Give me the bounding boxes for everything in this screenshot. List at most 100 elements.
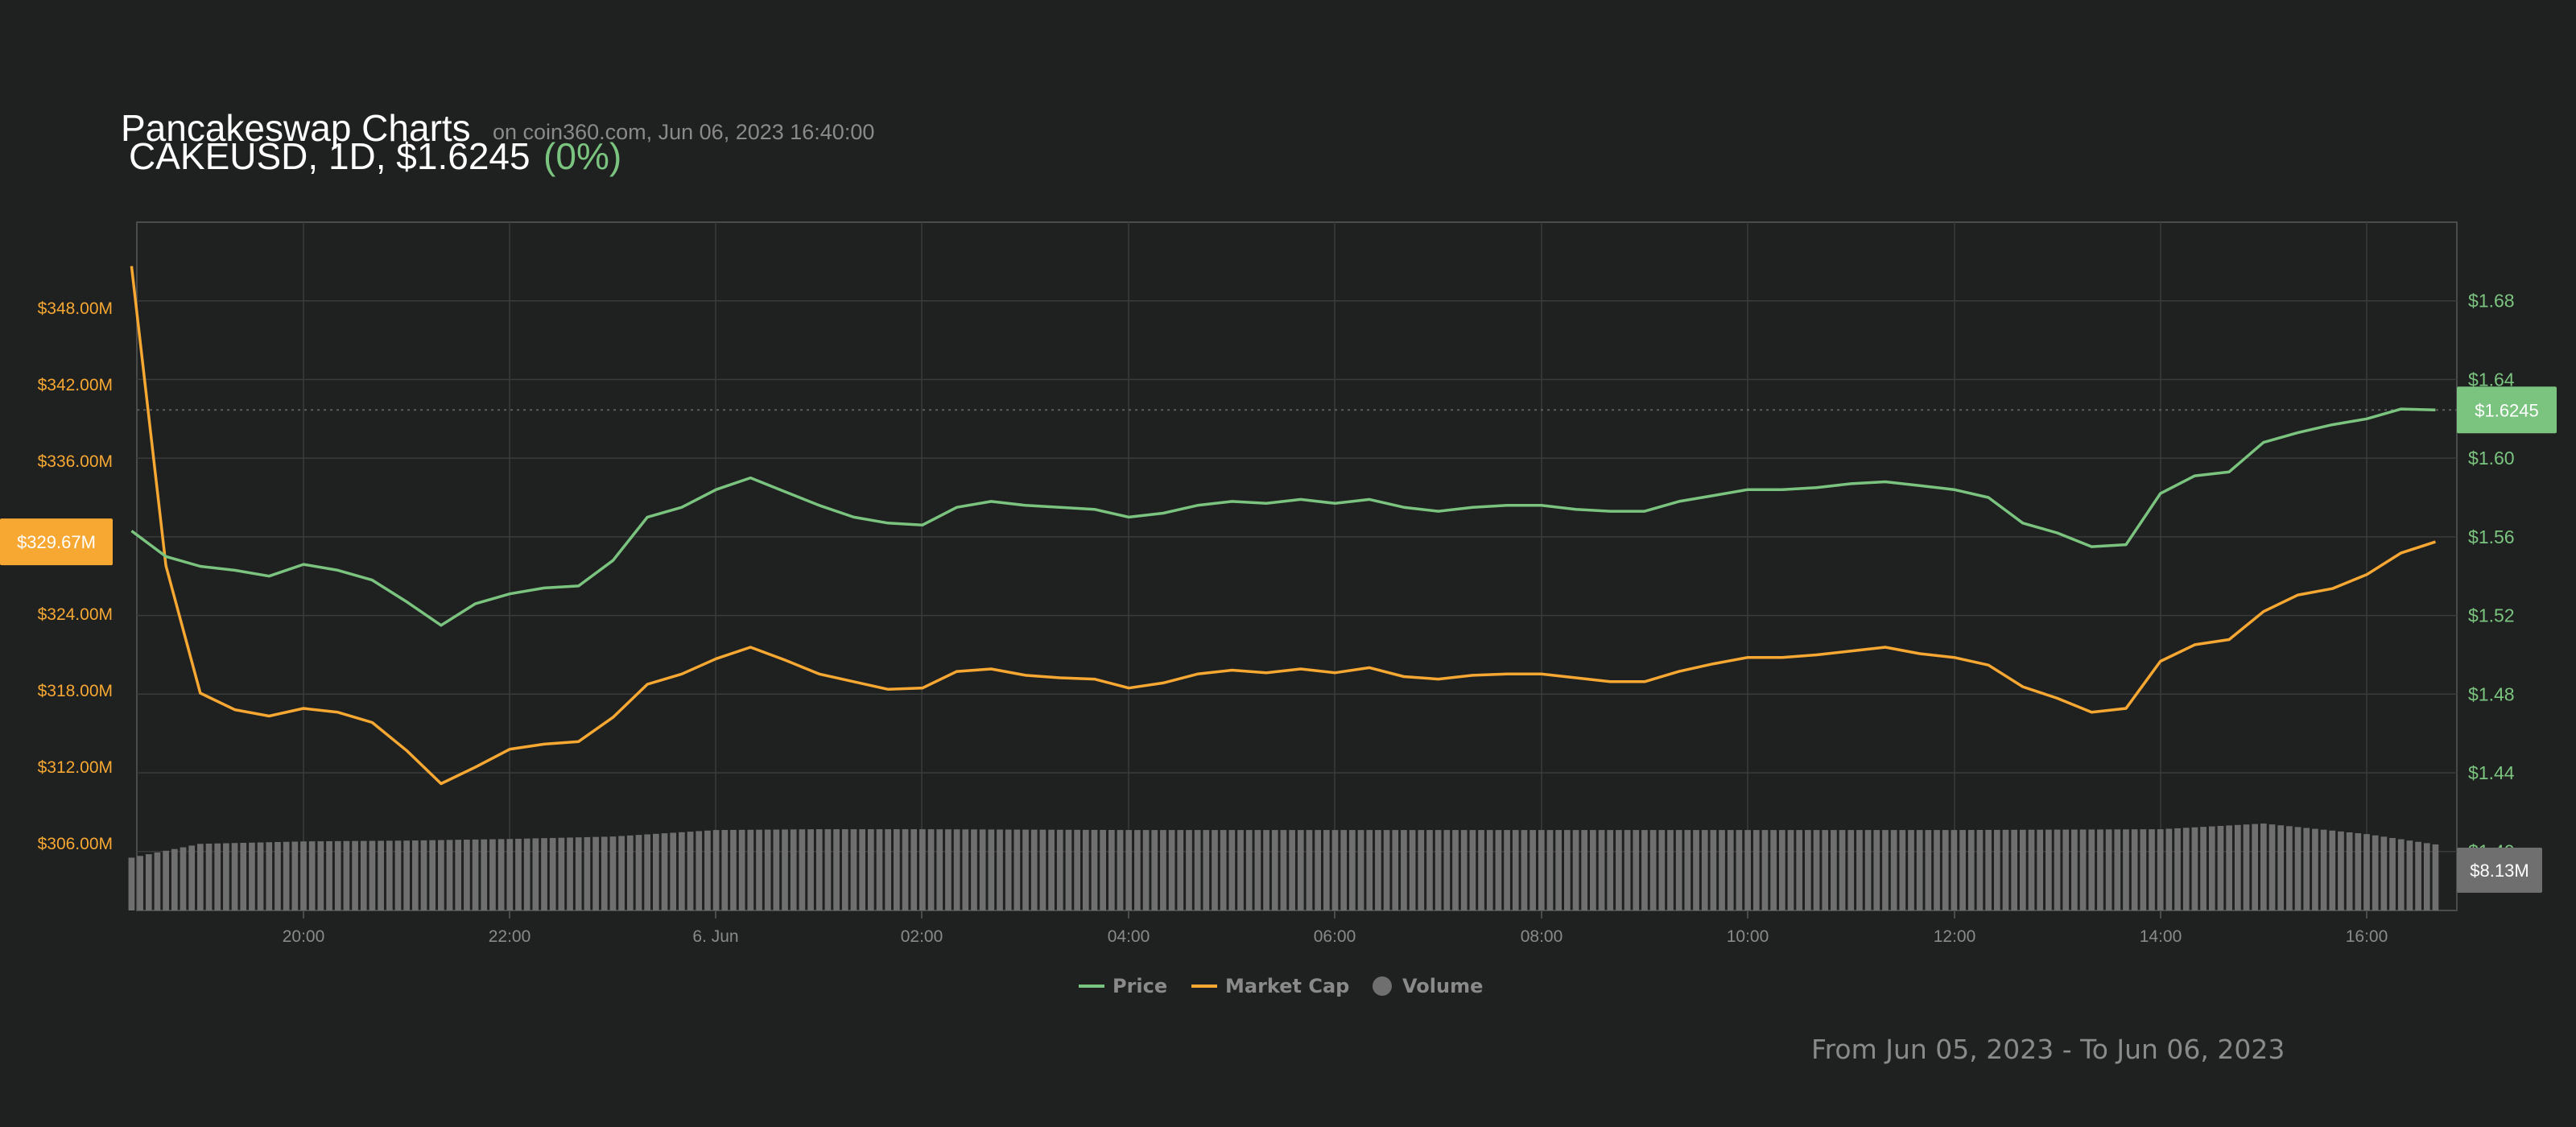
volume-bar	[1418, 830, 1425, 910]
volume-bar	[997, 829, 1003, 910]
volume-bar	[799, 829, 806, 910]
volume-bar	[2165, 828, 2173, 910]
volume-bar	[790, 829, 797, 910]
volume-bar	[1013, 829, 1021, 910]
volume-bar	[867, 829, 874, 910]
volume-bar	[1504, 830, 1510, 910]
line-series	[130, 266, 2436, 786]
volume-bar	[2157, 829, 2164, 910]
volume-bar	[1899, 830, 1906, 910]
volume-bar	[360, 840, 367, 910]
volume-bar	[609, 836, 617, 910]
volume-bar	[1967, 830, 1975, 910]
volume-bar	[1409, 830, 1416, 910]
volume-bar	[231, 843, 238, 910]
volume-bar	[764, 829, 771, 910]
volume-bar	[2028, 829, 2035, 910]
volume-bar	[128, 857, 135, 910]
volume-series	[128, 824, 2439, 910]
volume-bar	[2380, 836, 2388, 910]
volume-bar	[497, 839, 505, 910]
volume-bar	[2286, 826, 2293, 910]
volume-bar	[2105, 829, 2112, 910]
volume-bar	[902, 829, 909, 910]
volume-bar	[885, 829, 892, 910]
volume-bar	[1701, 830, 1708, 910]
volume-bar	[1616, 830, 1622, 910]
volume-bar	[2191, 827, 2198, 910]
volume-bar	[1684, 830, 1691, 910]
volume-bar	[2054, 829, 2061, 910]
volume-bar	[618, 836, 625, 910]
volume-bar	[2260, 824, 2267, 910]
volume-bar	[1658, 830, 1666, 910]
volume-bar	[2363, 834, 2370, 910]
volume-bar	[2140, 829, 2147, 910]
legend-item-volume[interactable]: Volume	[1373, 975, 1483, 997]
volume-bar	[2320, 829, 2327, 910]
legend-item-market-cap[interactable]: Market Cap	[1191, 975, 1349, 997]
volume-bar	[1813, 830, 1820, 910]
current-market-cap-badge-bg	[0, 518, 113, 566]
x-axis-tick-label: 22:00	[489, 927, 531, 946]
volume-bar	[163, 850, 169, 910]
volume-bar	[205, 844, 213, 910]
volume-bar	[1934, 830, 1940, 910]
volume-bar	[1323, 830, 1330, 910]
volume-bar	[489, 839, 496, 910]
chart-legend[interactable]: Price Market Cap Volume	[1079, 975, 1483, 997]
pair-price-text: CAKEUSD, 1D, $1.6245	[129, 135, 530, 177]
volume-bar	[1822, 830, 1829, 910]
left-axis-tick-label: $306.00M	[38, 835, 113, 853]
volume-bar	[2294, 827, 2301, 910]
volume-bar	[1460, 830, 1468, 910]
volume-bar	[1916, 830, 1923, 910]
volume-bar	[2303, 828, 2310, 910]
volume-bar	[979, 829, 986, 910]
volume-bar	[1744, 830, 1751, 910]
volume-bar	[1203, 830, 1210, 910]
volume-bar	[1727, 830, 1734, 910]
volume-bar	[1220, 830, 1227, 910]
volume-bar	[1194, 830, 1201, 910]
volume-bar	[214, 843, 221, 910]
volume-bar	[1572, 830, 1579, 910]
right-axis-tick-label: $1.68	[2468, 291, 2515, 312]
volume-bar	[1022, 829, 1029, 910]
volume-bar	[1890, 830, 1897, 910]
volume-bar	[876, 829, 883, 910]
volume-bar	[1048, 829, 1055, 910]
volume-bar	[1280, 830, 1287, 910]
volume-bar	[1719, 830, 1725, 910]
right-axis-tick-label: $1.52	[2468, 605, 2515, 626]
volume-bar	[661, 833, 668, 910]
volume-bar	[549, 837, 556, 910]
volume-bar	[653, 833, 659, 910]
volume-bar	[1357, 830, 1364, 910]
volume-bar	[1641, 830, 1648, 910]
volume-bar	[1993, 829, 2000, 910]
volume-bar	[1100, 829, 1107, 910]
volume-bar	[472, 839, 479, 910]
volume-bar	[1521, 830, 1528, 910]
volume-bar	[1908, 830, 1914, 910]
volume-bar	[446, 840, 453, 910]
volume-bar	[1778, 830, 1785, 910]
volume-bar	[2131, 829, 2138, 910]
volume-bar	[2268, 824, 2276, 910]
volume-bar	[1142, 830, 1150, 910]
x-axis-tick-label: 04:00	[1108, 927, 1150, 946]
volume-bar	[1959, 830, 1966, 910]
volume-bar	[1607, 830, 1614, 910]
x-axis-tick-label: 20:00	[283, 927, 325, 946]
volume-bar	[2062, 829, 2070, 910]
volume-bar	[171, 848, 178, 910]
legend-item-price[interactable]: Price	[1079, 975, 1167, 997]
volume-bar	[257, 842, 264, 910]
volume-bar	[2389, 837, 2396, 910]
volume-bar	[773, 829, 780, 910]
volume-bar	[1168, 830, 1175, 910]
price-line	[130, 407, 2436, 627]
volume-bar	[738, 829, 745, 910]
legend-market-cap-label: Market Cap	[1225, 975, 1349, 997]
